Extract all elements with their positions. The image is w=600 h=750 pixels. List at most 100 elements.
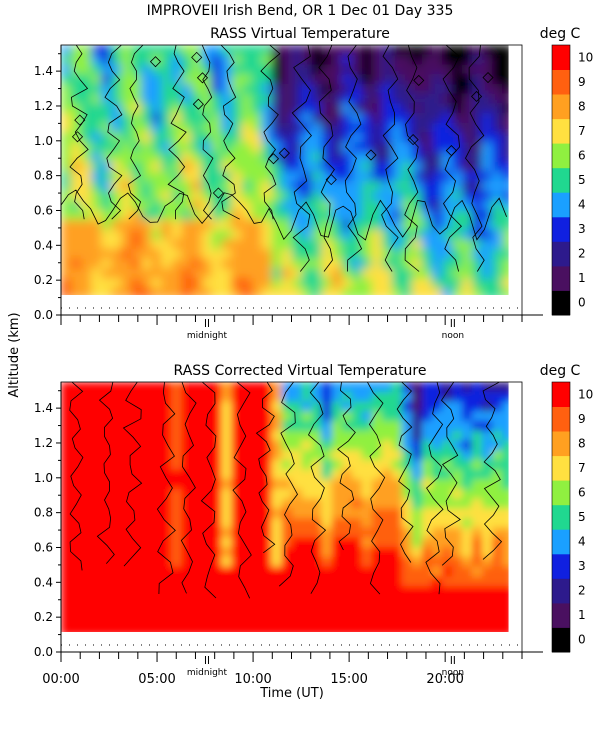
heatmap-cell — [451, 200, 463, 212]
heatmap-cell — [491, 391, 503, 403]
heatmap-cell — [301, 615, 313, 626]
heatmap-cell — [502, 54, 513, 66]
heatmap-cell — [111, 498, 123, 510]
heatmap-cell — [421, 401, 433, 413]
heatmap-cell — [191, 547, 203, 558]
heatmap-cell — [391, 624, 403, 632]
heatmap-cell — [231, 190, 243, 202]
heatmap-cell — [421, 595, 433, 607]
heatmap-cell — [61, 229, 72, 241]
heatmap-cell — [211, 430, 223, 442]
heatmap-cell — [421, 64, 433, 76]
heatmap-cell — [161, 83, 173, 95]
heatmap-cell — [121, 469, 133, 481]
heatmap-cell — [81, 411, 92, 422]
heatmap-cell — [251, 278, 263, 289]
heatmap-cell — [71, 488, 82, 500]
heatmap-cell — [411, 287, 423, 295]
heatmap-cell — [271, 83, 283, 95]
heatmap-cell — [91, 200, 103, 212]
heatmap-cell — [131, 566, 143, 578]
heatmap-cell — [151, 54, 163, 66]
heatmap-cell — [502, 527, 513, 539]
heatmap-cell — [381, 605, 393, 617]
heatmap-cell — [221, 229, 233, 241]
heatmap-cell — [151, 420, 163, 432]
heatmap-cell — [381, 420, 393, 432]
heatmap-cell — [181, 287, 193, 295]
heatmap-cell — [201, 440, 213, 451]
heatmap-cell — [361, 595, 373, 607]
heatmap-cell — [111, 469, 123, 481]
heatmap-cell — [171, 411, 183, 422]
heatmap-cell — [231, 219, 243, 231]
heatmap-cell — [221, 420, 233, 432]
heatmap-cell — [71, 401, 82, 413]
heatmap-cell — [91, 624, 103, 632]
heatmap-cell — [421, 605, 433, 617]
heatmap-cell — [502, 420, 513, 432]
heatmap-cell — [311, 508, 323, 519]
heatmap-cell — [191, 576, 203, 587]
heatmap-cell — [111, 411, 123, 422]
heatmap-cell — [71, 479, 82, 490]
heatmap-cell — [491, 586, 503, 597]
heatmap-cell — [71, 459, 82, 471]
heatmap-cell — [481, 391, 493, 403]
heatmap-cell — [321, 488, 333, 500]
heatmap-cell — [221, 287, 233, 295]
heatmap-cell — [231, 93, 243, 105]
heatmap-cell — [481, 239, 493, 250]
heatmap-cell — [281, 219, 293, 231]
heatmap-cell — [491, 566, 503, 578]
heatmap-cell — [71, 64, 82, 76]
colorbar-swatch — [552, 455, 570, 481]
heatmap-cell — [381, 219, 393, 231]
heatmap-cell — [211, 547, 223, 558]
heatmap-cell — [341, 430, 353, 442]
heatmap-cell — [231, 527, 243, 539]
heatmap-cell — [391, 93, 403, 105]
heatmap-cell — [491, 200, 503, 212]
heatmap-cell — [461, 64, 473, 76]
heatmap-cell — [311, 161, 323, 173]
heatmap-cell — [461, 268, 473, 280]
heatmap-cell — [361, 268, 373, 280]
heatmap-cell — [101, 576, 113, 587]
heatmap-cell — [281, 258, 293, 270]
panel2-contours — [69, 382, 503, 599]
heatmap-cell — [471, 103, 483, 114]
contour-line — [180, 382, 197, 594]
heatmap-cell — [91, 278, 103, 289]
heatmap-cell — [141, 479, 153, 490]
heatmap-cell — [391, 161, 403, 173]
heatmap-cell — [461, 45, 473, 56]
heatmap-cell — [441, 151, 453, 163]
heatmap-cell — [481, 93, 493, 105]
heatmap-cell — [431, 287, 443, 295]
heatmap-cell — [161, 122, 173, 134]
heatmap-cell — [361, 605, 373, 617]
heatmap-cell — [431, 566, 443, 578]
heatmap-cell — [321, 45, 333, 56]
panel2-title: RASS Corrected Virtual Temperature — [174, 363, 427, 379]
heatmap-cell — [161, 190, 173, 202]
heatmap-cell — [191, 430, 203, 442]
heatmap-cell — [411, 83, 423, 95]
heatmap-cell — [61, 45, 72, 56]
heatmap-cell — [502, 430, 513, 442]
heatmap-cell — [481, 430, 493, 442]
heatmap-cell — [231, 488, 243, 500]
heatmap-cell — [411, 469, 423, 481]
heatmap-cell — [81, 45, 92, 56]
heatmap-cell — [91, 103, 103, 114]
heatmap-cell — [331, 440, 343, 451]
heatmap-cell — [361, 103, 373, 114]
heatmap-cell — [111, 122, 123, 134]
heatmap-cell — [351, 488, 363, 500]
heatmap-cell — [131, 122, 143, 134]
heatmap-cell — [151, 142, 163, 153]
heatmap-cell — [401, 200, 413, 212]
heatmap-cell — [261, 268, 273, 280]
heatmap-cell — [421, 113, 433, 124]
